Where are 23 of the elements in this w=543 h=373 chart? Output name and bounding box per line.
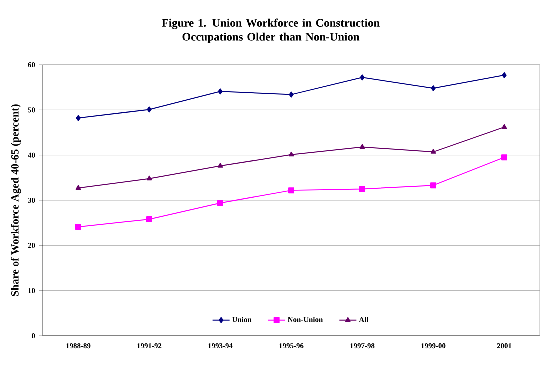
point — [76, 224, 82, 230]
point — [360, 144, 366, 149]
point — [76, 185, 82, 190]
point — [218, 200, 224, 206]
point — [430, 182, 437, 189]
point — [147, 106, 152, 113]
point — [218, 163, 224, 168]
point — [502, 154, 508, 161]
point — [360, 186, 366, 192]
y-axis-title: Share of Workforce Aged 40-65 (percent) — [11, 104, 22, 296]
point — [431, 85, 436, 92]
point — [218, 88, 223, 95]
point — [289, 92, 294, 98]
point — [146, 176, 152, 181]
point — [288, 188, 295, 194]
point — [430, 149, 436, 154]
point — [146, 216, 152, 222]
chart-title: Figure 1. Union Workforce in Construction Occupations Older than Non-Union — [162, 18, 380, 44]
point — [502, 72, 507, 78]
point — [502, 124, 508, 130]
point — [360, 74, 365, 81]
point — [288, 152, 294, 157]
point — [76, 115, 81, 122]
